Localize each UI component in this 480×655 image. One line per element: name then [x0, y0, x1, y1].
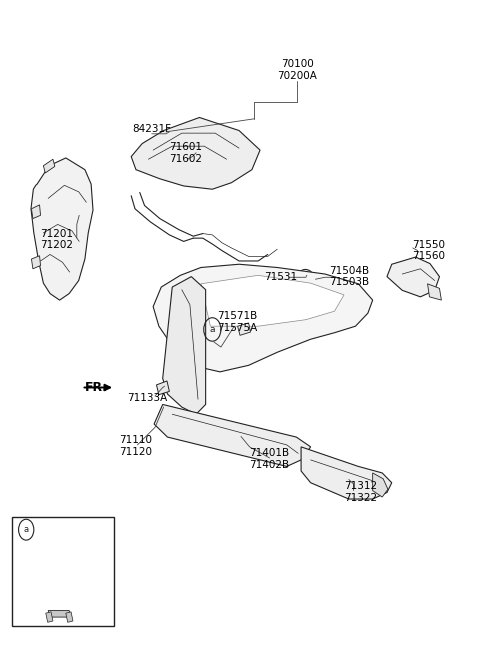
Polygon shape — [153, 264, 372, 372]
FancyBboxPatch shape — [12, 517, 115, 626]
Polygon shape — [43, 159, 55, 173]
Polygon shape — [31, 158, 93, 300]
Polygon shape — [238, 323, 251, 335]
Polygon shape — [428, 284, 442, 300]
Text: 67323L
67333R: 67323L 67333R — [44, 566, 84, 588]
Text: 71201
71202: 71201 71202 — [40, 229, 73, 250]
Polygon shape — [131, 117, 260, 189]
Polygon shape — [48, 610, 72, 617]
Polygon shape — [154, 404, 311, 466]
Polygon shape — [201, 275, 344, 326]
Text: 71550
71560: 71550 71560 — [412, 240, 445, 261]
Text: 71571B
71575A: 71571B 71575A — [217, 312, 258, 333]
Polygon shape — [301, 447, 392, 499]
Text: 84231F: 84231F — [132, 124, 171, 134]
Polygon shape — [32, 255, 40, 269]
Text: a: a — [210, 325, 215, 334]
Text: 70100
70200A: 70100 70200A — [277, 59, 317, 81]
Polygon shape — [46, 612, 53, 622]
Polygon shape — [156, 381, 169, 395]
Text: a: a — [24, 525, 29, 534]
Text: FR.: FR. — [85, 381, 108, 394]
Text: 71110
71120: 71110 71120 — [120, 436, 153, 457]
Text: 71133A: 71133A — [127, 393, 167, 403]
Text: 71531: 71531 — [264, 272, 297, 282]
Text: 71504B
71503B: 71504B 71503B — [329, 266, 369, 288]
Text: 71312
71322: 71312 71322 — [344, 481, 377, 502]
Polygon shape — [163, 276, 205, 414]
Polygon shape — [372, 473, 388, 497]
Text: 71601
71602: 71601 71602 — [168, 142, 202, 164]
Polygon shape — [387, 257, 440, 297]
Polygon shape — [66, 612, 73, 622]
Text: 71401B
71402B: 71401B 71402B — [250, 449, 289, 470]
Polygon shape — [32, 205, 40, 219]
